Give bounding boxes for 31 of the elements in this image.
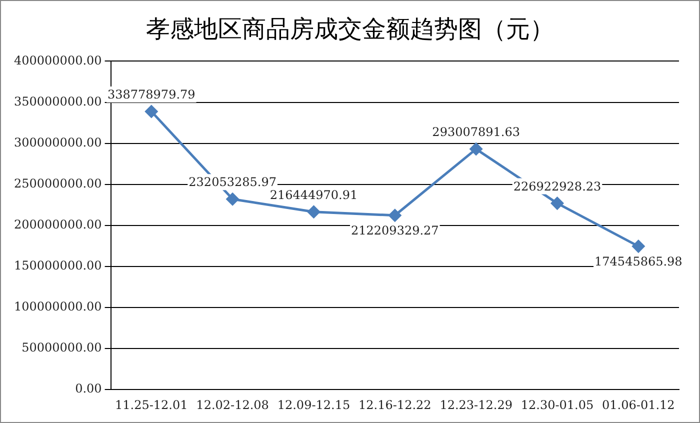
data-label: 174545865.98 <box>594 254 682 268</box>
point <box>145 105 158 118</box>
x-tick-label: 12.23-12.29 <box>440 398 512 412</box>
x-tick-label: 11.25-12.01 <box>115 398 188 412</box>
data-label: 212209329.27 <box>351 224 439 238</box>
y-tick-label: 0.00 <box>75 382 102 396</box>
x-tick-label: 01.06-01.12 <box>602 398 675 412</box>
data-label: 232053285.97 <box>188 175 276 190</box>
x-tick-label: 12.09-12.15 <box>277 398 350 412</box>
x-tick-label: 12.02-12.08 <box>196 398 269 412</box>
data-label: 216444970.91 <box>270 188 358 202</box>
chart-title: 孝感地区商品房成交金额趋势图（元） <box>145 14 555 45</box>
y-tick-label: 350000000.00 <box>14 94 102 108</box>
point <box>632 240 645 253</box>
data-label: 226922928.23 <box>513 179 602 194</box>
y-tick-label: 300000000.00 <box>14 135 102 150</box>
point <box>550 197 564 210</box>
y-tick-label: 250000000.00 <box>14 176 102 190</box>
y-tick-label: 200000000.00 <box>14 218 102 232</box>
data-label: 293007891.63 <box>432 125 520 140</box>
x-tick-label: 12.16-12.22 <box>358 398 432 412</box>
point <box>226 192 239 206</box>
point <box>307 206 320 218</box>
y-tick-label: 400000000.00 <box>14 53 102 68</box>
y-tick-label: 50000000.00 <box>22 340 102 355</box>
point <box>388 209 402 222</box>
data-label: 338778979.79 <box>107 88 196 102</box>
x-tick-label: 12.30-01.05 <box>520 398 594 412</box>
y-tick-label: 100000000.00 <box>14 300 102 314</box>
point <box>470 142 482 156</box>
y-tick-label: 150000000.00 <box>14 258 102 273</box>
